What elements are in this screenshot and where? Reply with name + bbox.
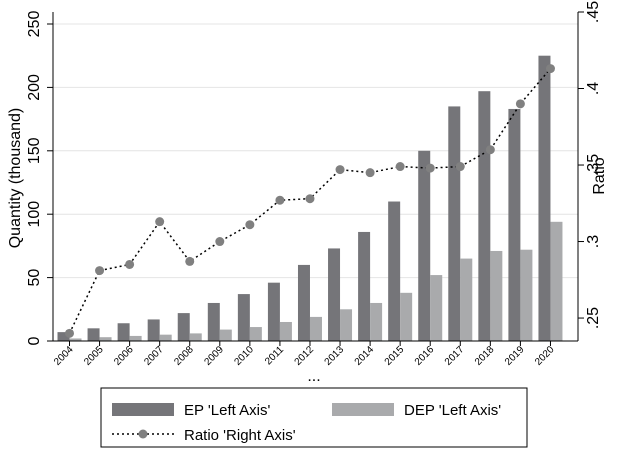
- bar-dep: [69, 338, 82, 341]
- right-tick-label: .35: [585, 154, 602, 176]
- bar-ep: [267, 282, 280, 341]
- bar-ep: [117, 323, 130, 341]
- legend-swatch-dep: [332, 403, 394, 416]
- bar-dep: [309, 316, 322, 341]
- left-axis-ticks: 0 50 100 150 200 250: [26, 11, 53, 345]
- right-tick-label: .25: [585, 307, 602, 329]
- ratio-point: [305, 194, 315, 204]
- bar-dep: [490, 250, 503, 341]
- right-tick-label: .4: [585, 82, 602, 95]
- legend-label-ratio: Ratio 'Right Axis': [184, 427, 296, 444]
- x-axis-title: ...: [307, 368, 320, 385]
- legend-label-dep: DEP 'Left Axis': [404, 402, 501, 419]
- bars: [57, 55, 563, 342]
- bar-ep: [328, 248, 341, 341]
- bar-ep: [538, 55, 551, 341]
- left-tick-label: 0: [26, 336, 43, 345]
- bar-ep: [147, 319, 160, 341]
- ratio-point: [485, 145, 495, 155]
- left-tick-label: 200: [26, 74, 43, 101]
- legend-swatch-ep: [112, 403, 174, 416]
- bar-dep: [460, 258, 473, 341]
- ratio-point: [425, 163, 435, 173]
- ratio-point: [125, 259, 135, 269]
- bar-dep: [219, 329, 232, 341]
- bar-ep: [388, 201, 401, 341]
- bar-dep: [249, 327, 262, 341]
- right-axis-title: Ratio: [591, 157, 608, 194]
- bar-dep: [400, 292, 413, 341]
- bar-dep: [550, 221, 563, 341]
- ratio-point: [455, 162, 465, 172]
- legend-label-ep: EP 'Left Axis': [184, 402, 270, 419]
- bar-dep: [99, 337, 112, 341]
- left-tick-label: 50: [26, 269, 43, 287]
- right-tick-label: .3: [585, 235, 602, 248]
- left-tick-label: 250: [26, 11, 43, 38]
- legend: EP 'Left Axis' DEP 'Left Axis' Ratio 'Ri…: [100, 387, 528, 448]
- bar-ep: [478, 91, 491, 341]
- ratio-point: [545, 64, 555, 74]
- ratio-point: [95, 266, 105, 276]
- legend-swatch-ratio-marker: [138, 429, 148, 439]
- bar-dep: [159, 334, 172, 341]
- left-axis-title: Quantity (thousand): [7, 108, 24, 249]
- bar-ep: [418, 150, 431, 341]
- bar-dep: [370, 302, 383, 341]
- bar-dep: [520, 249, 533, 341]
- ratio-point: [245, 220, 255, 230]
- ratio-line: [65, 64, 555, 338]
- ratio-point: [155, 217, 165, 227]
- ratio-point: [365, 168, 375, 178]
- bar-ep: [177, 313, 190, 341]
- bar-ep: [207, 302, 220, 341]
- bar-dep: [340, 309, 353, 341]
- right-tick-label: .45: [585, 1, 602, 23]
- legend-box: [100, 387, 528, 448]
- bar-ep: [237, 294, 250, 341]
- ratio-point: [215, 237, 225, 247]
- bar-ep: [508, 108, 521, 342]
- bar-dep: [189, 333, 202, 341]
- ratio-point: [395, 162, 405, 172]
- bar-ep: [57, 332, 70, 341]
- bar-dep: [279, 321, 292, 341]
- bar-ep: [87, 328, 100, 341]
- right-axis-ticks: .25 .3 .35 .4 .45: [578, 1, 602, 329]
- ratio-point: [335, 165, 345, 175]
- bar-dep: [129, 335, 142, 341]
- ratio-point: [515, 99, 525, 109]
- left-tick-label: 100: [26, 201, 43, 228]
- ratio-point: [185, 256, 195, 266]
- bar-ep: [448, 106, 461, 341]
- ratio-point: [65, 328, 74, 338]
- bar-ep: [297, 264, 310, 341]
- bar-dep: [430, 275, 443, 341]
- bar-ep: [358, 231, 371, 341]
- ratio-point: [275, 195, 285, 205]
- left-tick-label: 150: [26, 137, 43, 164]
